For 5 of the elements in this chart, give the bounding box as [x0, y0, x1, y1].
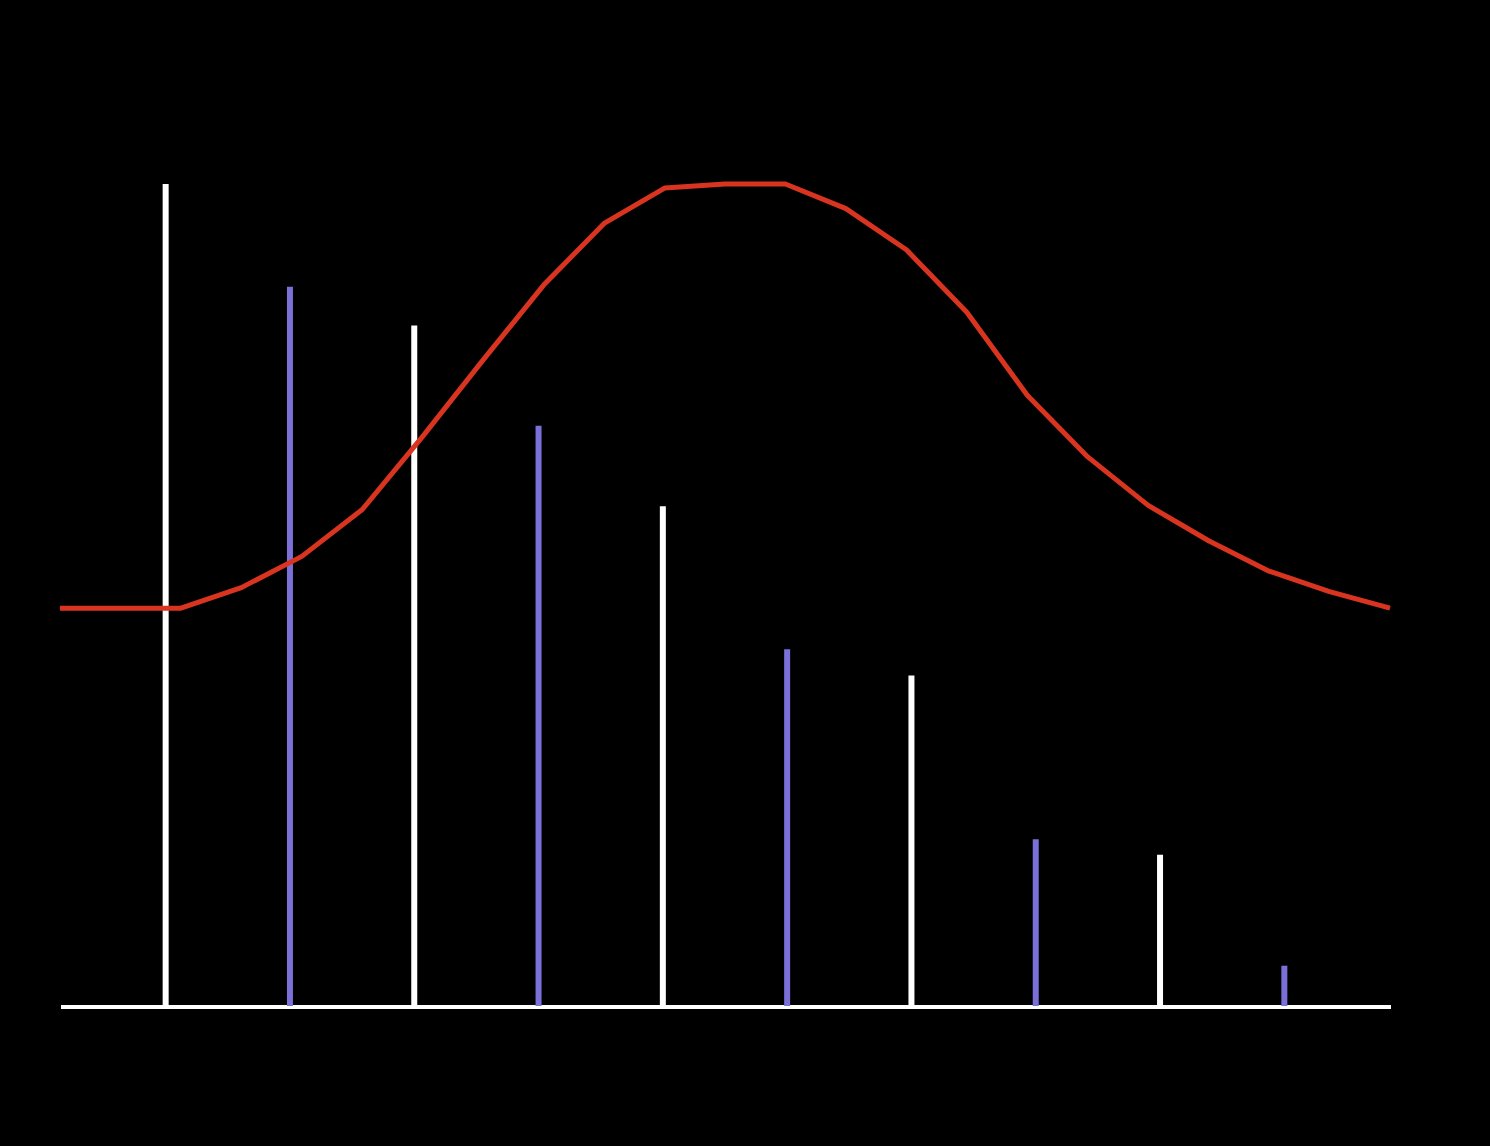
bar [1032, 839, 1039, 1006]
bar [286, 286, 293, 1006]
bar [784, 649, 791, 1006]
bar [1281, 965, 1288, 1006]
bar [535, 425, 542, 1006]
